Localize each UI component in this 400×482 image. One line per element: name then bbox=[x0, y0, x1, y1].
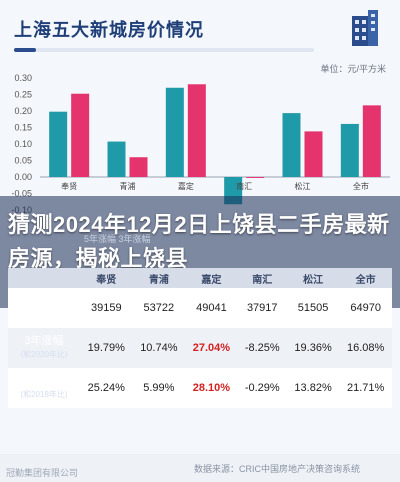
table-cell: 5.99% bbox=[132, 368, 186, 408]
row-label: 2023年成交均价 bbox=[8, 288, 80, 328]
table-header-cell: 嘉定 bbox=[185, 268, 238, 288]
table-row: 2023年成交均价 39159 53722 49041 37917 51505 … bbox=[8, 288, 392, 328]
bar bbox=[282, 113, 301, 177]
building-logo-icon bbox=[352, 10, 378, 46]
table-cell: 25.24% bbox=[80, 368, 133, 408]
x-tick-label: 全市 bbox=[353, 181, 369, 191]
chart-title: 上海五大新城房价情况 bbox=[14, 20, 204, 40]
table-row: 5年涨幅 (和2018年比) 25.24% 5.99% 28.10% -0.29%… bbox=[8, 368, 392, 408]
table-cell: 28.10% bbox=[185, 368, 238, 408]
x-tick-label: 青浦 bbox=[120, 181, 136, 191]
row-sublabel: (和2018年比) bbox=[20, 390, 68, 399]
row-label-text: 3年涨幅 bbox=[24, 335, 64, 347]
bar bbox=[246, 177, 265, 178]
y-tick-label: 0.10 bbox=[14, 139, 32, 149]
table-cell: 37917 bbox=[237, 288, 287, 328]
bar bbox=[107, 141, 126, 177]
table-cell: 53722 bbox=[132, 288, 186, 328]
table-header-cell bbox=[8, 268, 80, 288]
table-header-row: 奉贤 青浦 嘉定 南汇 松江 全市 bbox=[8, 268, 392, 288]
y-tick-label: 0.05 bbox=[14, 156, 32, 166]
table-cell: 19.79% bbox=[80, 328, 133, 368]
bar bbox=[71, 93, 90, 177]
footer: 冠勤集团有限公司 数据来源：CRIC中国房地产决策咨询系统 bbox=[0, 454, 400, 482]
bar bbox=[165, 87, 184, 177]
legend-faint: 5年涨幅 3年涨幅 bbox=[84, 234, 151, 244]
table-cell: 19.36% bbox=[286, 328, 340, 368]
row-label: 3年涨幅 (和2020年比) bbox=[8, 328, 80, 368]
table-header-cell: 青浦 bbox=[132, 268, 186, 288]
row-label-text: 5年涨幅 bbox=[24, 375, 64, 387]
x-tick-label: 南汇 bbox=[236, 181, 252, 191]
bar bbox=[304, 131, 323, 177]
table-cell: 64970 bbox=[339, 288, 392, 328]
table-cell: -0.29% bbox=[237, 368, 287, 408]
row-sublabel: (和2020年比) bbox=[20, 350, 68, 359]
unit-label: 单位：元/平方米 bbox=[320, 64, 386, 74]
table-cell: -8.25% bbox=[237, 328, 287, 368]
table-cell: 21.71% bbox=[339, 368, 392, 408]
table-cell: 10.74% bbox=[132, 328, 186, 368]
watermark: 冠勤集团有限公司 bbox=[6, 468, 79, 478]
table-row: 3年涨幅 (和2020年比) 19.79% 10.74% 27.04% -8.25… bbox=[8, 328, 392, 368]
data-source: 数据来源：CRIC中国房地产决策咨询系统 bbox=[194, 464, 360, 474]
y-tick-label: -0.05 bbox=[11, 189, 32, 199]
y-tick-label: 0.25 bbox=[14, 90, 32, 100]
table-header-cell: 全市 bbox=[339, 268, 392, 288]
y-tick-label: 0.00 bbox=[14, 172, 32, 182]
table-cell: 16.08% bbox=[339, 328, 392, 368]
y-tick-label: 0.20 bbox=[14, 106, 32, 116]
title-underline bbox=[14, 48, 314, 52]
table-header-cell: 南汇 bbox=[237, 268, 287, 288]
table-cell: 27.04% bbox=[185, 328, 238, 368]
x-tick-label: 松江 bbox=[295, 181, 311, 191]
price-table: 奉贤 青浦 嘉定 南汇 松江 全市 2023年成交均价 39159 53722 … bbox=[8, 268, 392, 408]
table-cell: 13.82% bbox=[286, 368, 340, 408]
table-cell: 51505 bbox=[286, 288, 340, 328]
y-tick-label: 0.15 bbox=[14, 123, 32, 133]
table-cell: 39159 bbox=[80, 288, 133, 328]
table-header-cell: 松江 bbox=[286, 268, 340, 288]
x-tick-label: 奉贤 bbox=[61, 181, 77, 191]
headline: 猜测2024年12月2日上饶县二手房最新房源，揭秘上饶县 bbox=[8, 212, 390, 271]
x-tick-label: 嘉定 bbox=[178, 181, 194, 191]
row-label: 5年涨幅 (和2018年比) bbox=[8, 368, 80, 408]
bar bbox=[187, 84, 206, 177]
bar bbox=[49, 111, 68, 177]
table-cell: 49041 bbox=[185, 288, 238, 328]
y-tick-label: 0.30 bbox=[14, 73, 32, 83]
bar bbox=[340, 123, 359, 177]
bar bbox=[129, 157, 148, 177]
bar bbox=[362, 105, 381, 177]
table-header-cell: 奉贤 bbox=[80, 268, 133, 288]
